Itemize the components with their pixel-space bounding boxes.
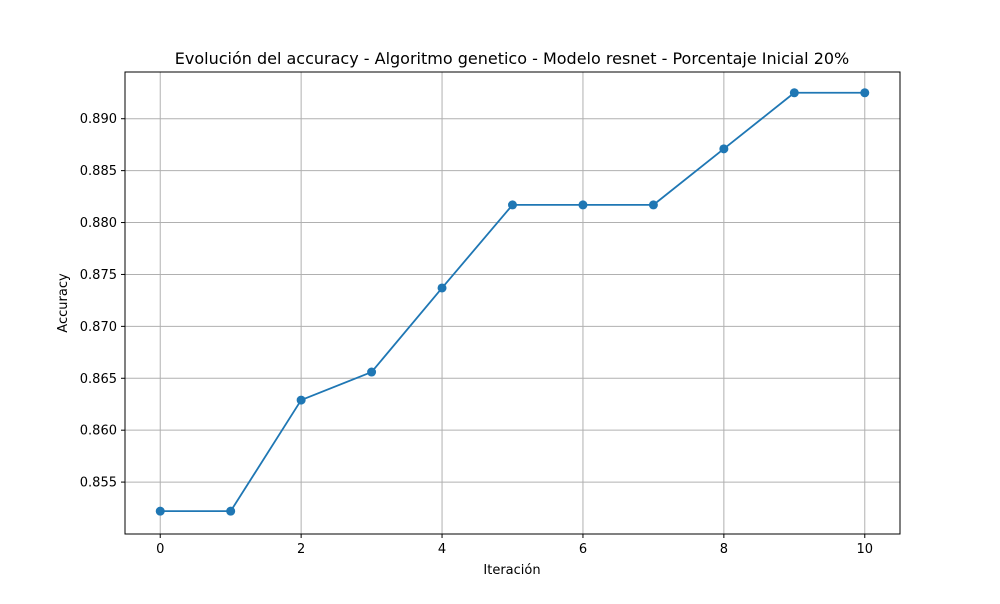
data-point [648,200,658,210]
data-point [367,367,377,377]
y-tick-label: 0.865 [80,372,117,387]
series-line [160,91,865,513]
x-tick-label: 4 [438,542,446,557]
y-tick-label: 0.855 [80,476,117,491]
data-point [226,506,236,516]
y-tick-label: 0.890 [80,112,117,127]
x-tick-label: 8 [720,542,728,557]
y-axis-label: Accuracy [56,273,71,333]
plot-frame [124,71,901,535]
x-tick-label: 2 [297,542,305,557]
data-point [437,283,447,293]
axis-ticks: 0 2 4 6 8 10 0.855 0.860 0.865 0.870 0.875 0.880 0.8… [80,112,873,557]
data-point [296,395,306,405]
data-point [578,200,588,210]
y-tick-label: 0.880 [80,216,117,231]
data-point [789,88,799,98]
grid [125,72,900,534]
x-tick-label: 0 [156,542,164,557]
y-tick-label: 0.860 [80,424,117,439]
data-point [155,506,165,516]
chart-title: Evolución del accuracy - Algoritmo genet… [175,49,850,68]
y-tick-label: 0.875 [80,268,117,283]
y-tick-label: 0.885 [80,164,117,179]
x-tick-label: 10 [856,542,873,557]
data-point [508,200,517,210]
x-axis-label: Iteración [483,563,540,578]
data-point [860,88,870,98]
y-tick-label: 0.870 [80,320,117,335]
data-point [719,144,729,154]
series [155,88,870,516]
x-tick-label: 6 [579,542,587,557]
